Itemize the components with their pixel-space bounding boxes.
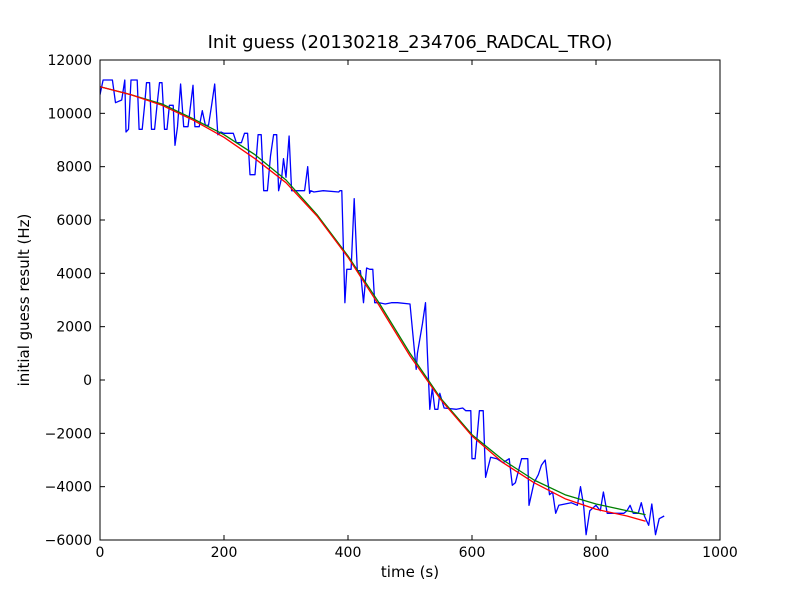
chart-title: Init guess (20130218_234706_RADCAL_TRO) bbox=[208, 32, 613, 53]
y-tick-label: 10000 bbox=[47, 106, 92, 122]
plot-area: 0 200 400 600 800 1000 −6000 −4000 −2000 0 2000 400… bbox=[45, 53, 738, 561]
series-line-3 bbox=[100, 86, 646, 522]
y-tick-label: 0 bbox=[83, 373, 92, 389]
y-tick-label: −6000 bbox=[45, 533, 92, 549]
y-axis-label: initial guess result (Hz) bbox=[15, 214, 33, 387]
y-tick-label: 12000 bbox=[47, 53, 92, 69]
y-tick-label: 4000 bbox=[56, 266, 92, 282]
series-line-1 bbox=[100, 79, 665, 536]
series-line-2 bbox=[100, 86, 646, 516]
x-tick-label: 800 bbox=[583, 545, 610, 561]
x-tick-label: 600 bbox=[459, 545, 486, 561]
y-tick-label: −4000 bbox=[45, 480, 92, 496]
y-tick-label: 6000 bbox=[56, 213, 92, 229]
x-axis-label: time (s) bbox=[381, 563, 439, 581]
x-tick-label: 1000 bbox=[702, 545, 738, 561]
y-tick-label: −2000 bbox=[45, 426, 92, 442]
x-tick-label: 200 bbox=[211, 545, 238, 561]
x-tick-label: 400 bbox=[335, 545, 362, 561]
y-tick-label: 8000 bbox=[56, 160, 92, 176]
x-tick-label: 0 bbox=[96, 545, 105, 561]
plot-frame bbox=[99, 59, 721, 541]
y-tick-label: 2000 bbox=[56, 320, 92, 336]
